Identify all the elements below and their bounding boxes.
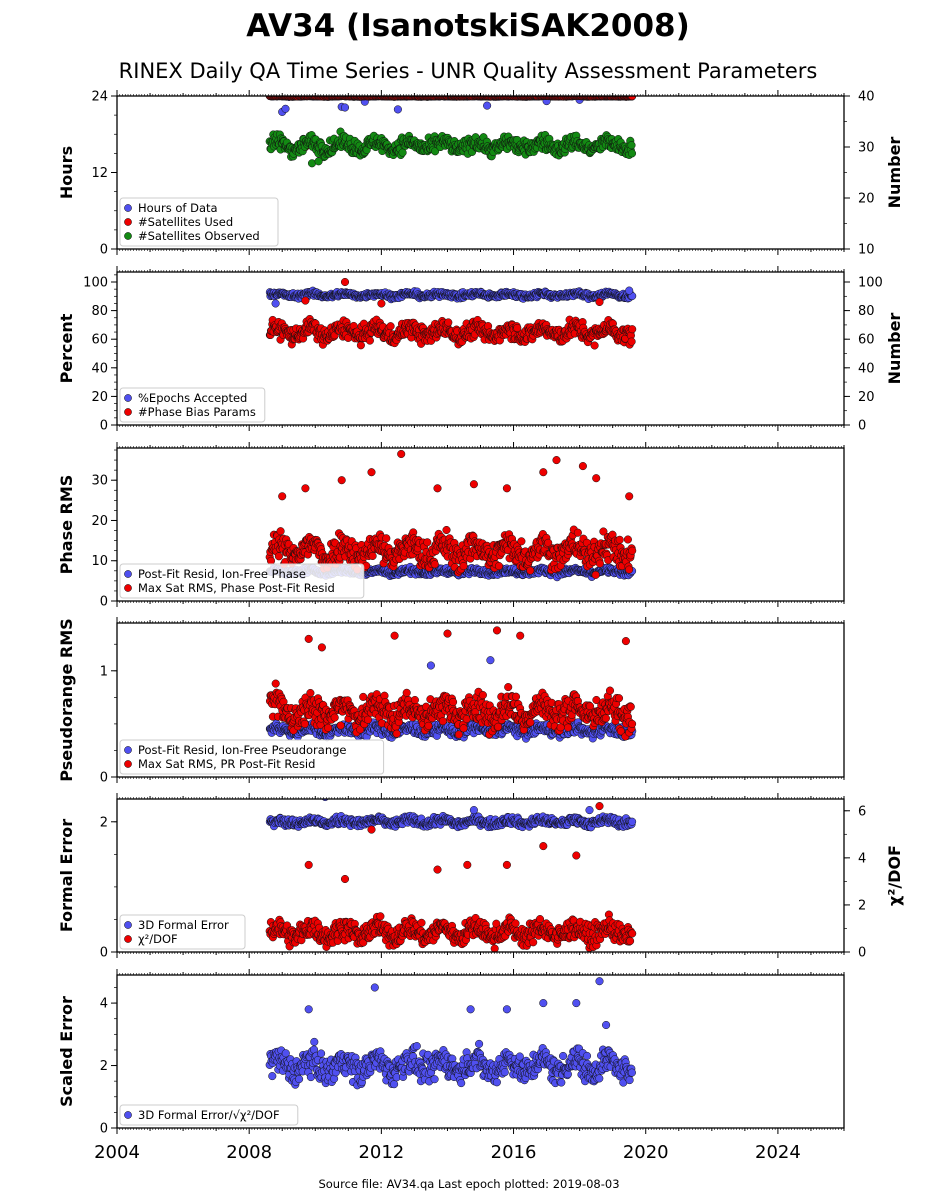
- point: [356, 341, 365, 350]
- y-axis-label: Hours: [57, 146, 76, 199]
- y-tick-label: 40: [91, 361, 108, 376]
- panel-2: 0 20 40 60 80 100 0 20 40 60 80 100 Percent Number %Ep…: [57, 266, 904, 434]
- panel-3-points: [265, 449, 637, 582]
- y-axis-label-right: Number: [885, 313, 904, 385]
- panel-2-points: [265, 277, 637, 350]
- y-right-tick-label: 30: [858, 141, 875, 156]
- outlier-point: [340, 103, 350, 112]
- y-tick-label: 60: [91, 333, 108, 348]
- point: [590, 341, 599, 350]
- outlier-point: [314, 157, 323, 166]
- y-axis-label: Percent: [57, 313, 76, 383]
- point: [274, 552, 283, 561]
- outlier-point: [377, 299, 386, 308]
- point: [444, 318, 453, 327]
- panel-1-points: [265, 96, 637, 168]
- legend-entry: #Satellites Used: [138, 215, 233, 229]
- y-right-tick-label: 20: [858, 192, 875, 207]
- figure-title: AV34 (IsanotskiSAK2008): [246, 8, 690, 44]
- point: [398, 148, 407, 157]
- legend-entry: #Phase Bias Params: [138, 405, 256, 419]
- outlier-point: [301, 296, 310, 305]
- outlier-point: [271, 299, 280, 308]
- point: [628, 325, 637, 334]
- legend-marker: [124, 232, 132, 240]
- y-tick-label: 100: [83, 276, 108, 291]
- series-3: [265, 127, 637, 168]
- point: [386, 322, 395, 331]
- point: [627, 149, 637, 158]
- outlier-point: [625, 286, 634, 295]
- point: [627, 337, 636, 346]
- legend-marker: [124, 394, 132, 402]
- point: [266, 556, 276, 565]
- legend-marker: [124, 408, 132, 416]
- legend-marker: [124, 204, 132, 212]
- outlier-point: [393, 105, 402, 114]
- y-right-tick-label: 10: [858, 243, 875, 258]
- y-axis-label-right: Number: [885, 137, 904, 209]
- y-right-tick-label: 60: [858, 333, 875, 348]
- y-tick-label: 0: [100, 243, 108, 258]
- legend-marker: [124, 218, 132, 226]
- outlier-point: [281, 104, 290, 113]
- figure-subtitle: RINEX Daily QA Time Series - UNR Quality…: [119, 59, 818, 83]
- legend-entry: Hours of Data: [138, 201, 218, 215]
- y-right-tick-label: 0: [858, 419, 866, 434]
- series-1: [265, 286, 637, 308]
- y-right-tick-label: 40: [858, 361, 875, 376]
- y-tick-label: 12: [91, 166, 108, 181]
- legend-box: [119, 197, 279, 247]
- legend-entry: %Epochs Accepted: [138, 391, 247, 405]
- point: [627, 141, 636, 150]
- legend-entry: #Satellites Observed: [138, 229, 260, 243]
- point: [276, 527, 285, 536]
- y-tick-label: 0: [100, 419, 108, 434]
- y-right-tick-label: 100: [858, 276, 883, 291]
- y-tick-label: 24: [91, 90, 108, 105]
- y-tick-label: 20: [91, 390, 108, 405]
- legend: Hours of Data#Satellites Used#Satellites…: [119, 197, 279, 247]
- y-right-tick-label: 40: [858, 90, 875, 105]
- legend: %Epochs Accepted#Phase Bias Params: [119, 387, 266, 423]
- series-2: [265, 449, 637, 579]
- y-right-tick-label: 20: [858, 390, 875, 405]
- y-right-tick-label: 80: [858, 304, 875, 319]
- series-2: [265, 277, 637, 350]
- outlier-point: [595, 297, 604, 307]
- y-tick-label: 80: [91, 304, 108, 319]
- outlier-point: [483, 101, 492, 110]
- outlier-point: [340, 277, 350, 287]
- point: [365, 336, 374, 345]
